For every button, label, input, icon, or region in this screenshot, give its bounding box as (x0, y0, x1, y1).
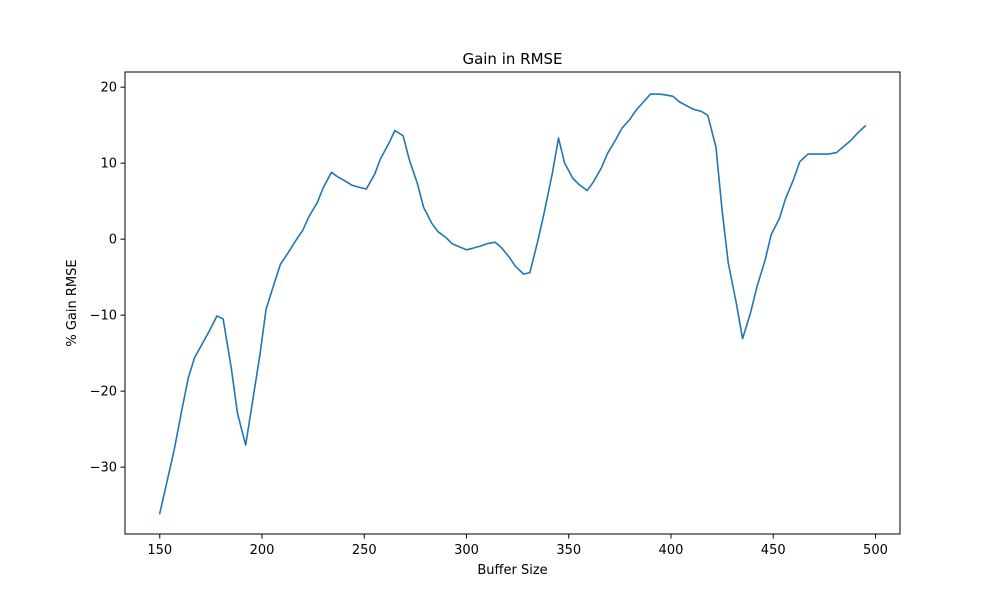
x-axis: 150 200 250 300 350 400 450 500 (147, 534, 888, 558)
plot-frame (124, 71, 901, 535)
plot-area (125, 72, 900, 534)
series-line-0 (158, 93, 867, 515)
x-axis-title: Buffer Size (477, 563, 547, 578)
y-tick-label: 20 (100, 81, 117, 96)
x-tick-label: 250 (352, 543, 377, 558)
y-tick-label: −10 (90, 309, 117, 324)
series-layer (158, 93, 867, 515)
x-tick-label: 400 (659, 543, 684, 558)
x-tick-label: 500 (863, 543, 888, 558)
chart-title: Gain in RMSE (462, 50, 562, 68)
x-tick-label: 300 (454, 543, 479, 558)
y-tick-label: −30 (90, 461, 117, 476)
y-tick-label: 0 (109, 233, 117, 248)
y-tick-label: −20 (90, 385, 117, 400)
x-tick-label: 450 (761, 543, 786, 558)
x-tick-label: 350 (556, 543, 581, 558)
y-axis: −30 −20 −10 0 10 20 (90, 81, 125, 476)
y-tick-label: 10 (100, 157, 117, 172)
y-axis-title: % Gain RMSE (65, 259, 80, 346)
x-tick-label: 200 (250, 543, 275, 558)
x-tick-label: 150 (147, 543, 172, 558)
